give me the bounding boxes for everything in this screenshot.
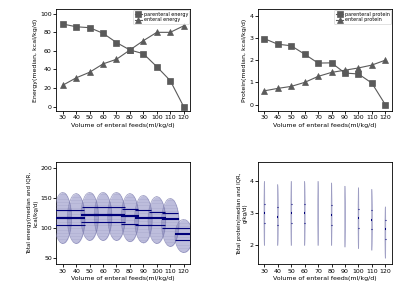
parenteral energy xyxy=(60,22,65,26)
X-axis label: Volume of enteral feeds(ml/kg/d): Volume of enteral feeds(ml/kg/d) xyxy=(273,123,377,127)
enteral protein xyxy=(275,87,280,90)
enteral protein xyxy=(342,68,347,72)
X-axis label: Volume of enteral feeds(ml/kg/d): Volume of enteral feeds(ml/kg/d) xyxy=(71,276,175,281)
parenteral protein xyxy=(275,42,280,46)
enteral protein xyxy=(329,71,334,74)
parenteral energy xyxy=(154,65,159,68)
enteral energy xyxy=(154,30,159,34)
X-axis label: Volume of enteral feeds(ml/kg/d): Volume of enteral feeds(ml/kg/d) xyxy=(71,123,175,127)
Y-axis label: Protein(median, kcal/kg/d): Protein(median, kcal/kg/d) xyxy=(242,19,247,102)
parenteral protein xyxy=(262,37,267,40)
enteral energy xyxy=(74,76,78,80)
Y-axis label: Total protein(median and IQR,
g/kg/d): Total protein(median and IQR, g/kg/d) xyxy=(236,172,247,255)
enteral energy xyxy=(60,83,65,87)
enteral protein xyxy=(302,81,307,84)
enteral energy xyxy=(114,57,119,61)
enteral energy xyxy=(168,30,173,34)
enteral protein xyxy=(383,58,388,62)
enteral protein xyxy=(370,63,374,67)
parenteral energy xyxy=(87,26,92,29)
parenteral protein xyxy=(342,71,347,75)
enteral energy xyxy=(128,48,132,52)
enteral protein xyxy=(289,85,294,88)
Y-axis label: Energy(median, kcal/kg/d): Energy(median, kcal/kg/d) xyxy=(33,19,38,102)
parenteral energy xyxy=(74,25,78,29)
parenteral energy xyxy=(181,105,186,109)
enteral energy xyxy=(141,39,146,43)
parenteral energy xyxy=(101,31,106,35)
Line: parenteral energy: parenteral energy xyxy=(60,21,186,109)
X-axis label: Volume of enteral feeds(ml/kg/d): Volume of enteral feeds(ml/kg/d) xyxy=(273,276,377,281)
Y-axis label: Total energy(median and IQR,
kcal/kg/d): Total energy(median and IQR, kcal/kg/d) xyxy=(27,172,38,254)
Line: parenteral protein: parenteral protein xyxy=(262,36,388,107)
parenteral protein xyxy=(316,61,320,65)
Legend: parenteral energy, enteral energy: parenteral energy, enteral energy xyxy=(133,10,190,24)
parenteral energy xyxy=(168,79,173,82)
parenteral energy xyxy=(141,52,146,56)
parenteral energy xyxy=(128,48,132,52)
enteral protein xyxy=(316,74,320,78)
Legend: parenteral protein, enteral protein: parenteral protein, enteral protein xyxy=(334,10,391,24)
enteral energy xyxy=(87,71,92,74)
parenteral protein xyxy=(289,44,294,48)
enteral energy xyxy=(181,24,186,28)
parenteral energy xyxy=(114,41,119,44)
enteral protein xyxy=(356,66,361,70)
Line: enteral protein: enteral protein xyxy=(262,57,388,94)
Line: enteral energy: enteral energy xyxy=(60,23,186,88)
parenteral protein xyxy=(356,72,361,76)
parenteral protein xyxy=(370,81,374,85)
parenteral protein xyxy=(302,52,307,56)
enteral energy xyxy=(101,62,106,66)
parenteral protein xyxy=(329,61,334,65)
enteral protein xyxy=(262,89,267,93)
parenteral protein xyxy=(383,103,388,106)
